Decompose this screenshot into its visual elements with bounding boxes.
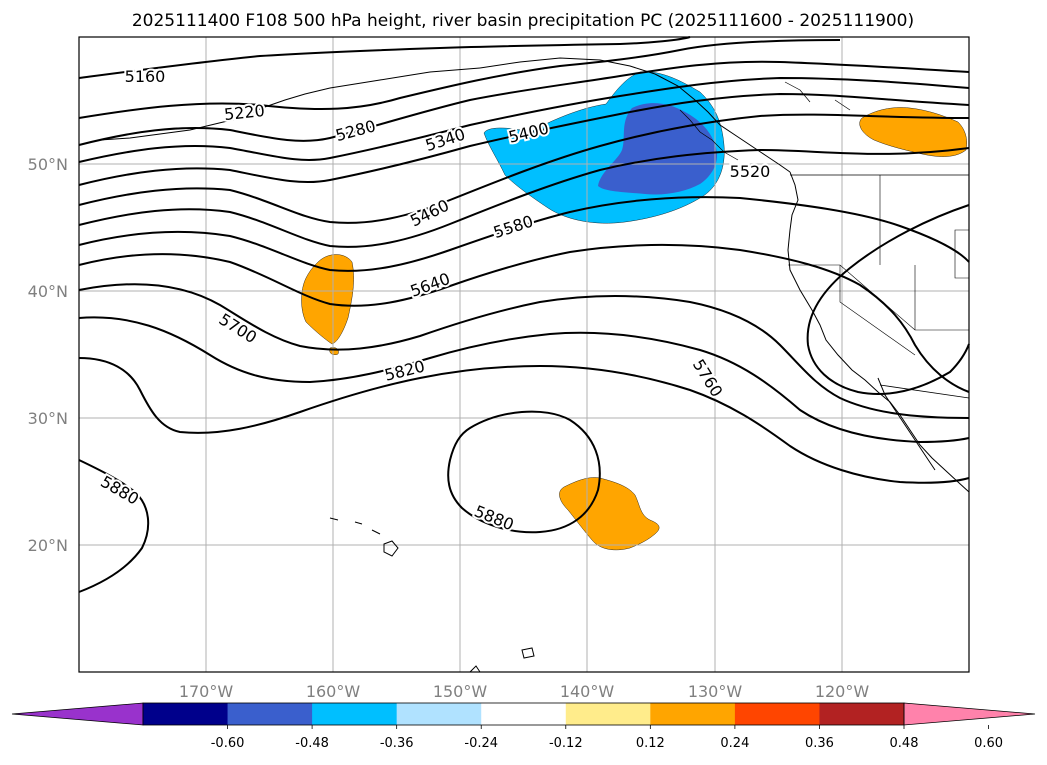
height-contours (78, 36, 970, 593)
lat-tick-40n: 40°N (28, 282, 68, 301)
contour-5460 (78, 113, 970, 224)
colorbar-box (312, 703, 398, 725)
colorbar-box (650, 703, 736, 725)
colorbar-box (227, 703, 313, 725)
lon-tick-170w: 170°W (179, 682, 234, 701)
colorbar-tick-label: 0.24 (720, 736, 749, 751)
contour-5640 (78, 243, 970, 393)
colorbar-tick-label: 0.12 (636, 736, 665, 751)
coast-islands (469, 647, 535, 673)
precip-positive-region-canada (859, 107, 967, 157)
colorbar-extend-low (11, 702, 144, 726)
colorbar-tick-label: -0.36 (380, 736, 414, 751)
map-panel: 5160 5220 5280 5340 5400 5460 5520 5580 … (78, 36, 970, 673)
contour-5160 (78, 36, 691, 79)
lat-tick-50n: 50°N (28, 155, 68, 174)
lon-tick-150w: 150°W (433, 682, 488, 701)
contour-5880-closed (447, 410, 601, 534)
contour-5520 (78, 147, 970, 248)
colorbar-box (481, 703, 567, 725)
coastlines (99, 57, 970, 673)
coast-north-america (787, 171, 970, 493)
contour-5880-west (78, 459, 150, 593)
colorbar-tick-label: -0.24 (464, 736, 498, 751)
colorbar-tick-label: -0.12 (549, 736, 583, 751)
colorbar-outline (142, 702, 905, 726)
coast-aleutians (99, 67, 481, 141)
contour-5820 (78, 357, 970, 484)
coast-baja (877, 377, 936, 471)
lon-tick-160w: 160°W (306, 682, 361, 701)
colorbar-box (734, 703, 820, 725)
coast-bc-inlets (679, 81, 851, 161)
colorbar-tick-label: -0.48 (295, 736, 329, 751)
contour-5700 (78, 283, 970, 419)
figure-title: 2025111400 F108 500 hPa height, river ba… (132, 11, 914, 31)
colorbar-box (565, 703, 651, 725)
lat-ticks: 50°N 40°N 30°N 20°N (28, 155, 68, 555)
coast-hawaii (329, 517, 399, 557)
colorbar-box (143, 703, 229, 725)
contour-5760 (78, 316, 970, 444)
contour-5400 (78, 92, 970, 186)
colorbar-tick-label: -0.60 (211, 736, 245, 751)
contour-label-5160: 5160 (125, 67, 166, 86)
precip-positive-region-subtropical (559, 477, 660, 551)
lon-tick-130w: 130°W (688, 682, 743, 701)
contour-label-5520: 5520 (730, 162, 771, 181)
contour-5580 (78, 196, 970, 272)
contour-5280 (78, 60, 970, 146)
lat-tick-30n: 30°N (28, 409, 68, 428)
colorbar-tick-label: 0.36 (805, 736, 834, 751)
precip-positive-region-north-pacific (301, 254, 354, 355)
colorbar-box (819, 703, 905, 725)
contour-5220 (78, 39, 841, 119)
colorbar-tick-label: 0.60 (974, 736, 1003, 751)
colorbar-box (396, 703, 482, 725)
contour-5880-east (806, 204, 970, 395)
map-frame (78, 36, 970, 673)
colorbar: -0.60 -0.48 -0.36 -0.24 -0.12 0.12 0.24 0.36 0.4… (11, 702, 1036, 751)
colorbar-tick-label: 0.48 (890, 736, 919, 751)
coast-alaska-south (479, 57, 791, 173)
lat-tick-20n: 20°N (28, 536, 68, 555)
lon-tick-120w: 120°W (815, 682, 870, 701)
colorbar-extend-high (903, 702, 1036, 726)
border-us-mexico (879, 384, 970, 399)
contour-5340 (78, 76, 970, 163)
lon-ticks: 170°W 160°W 150°W 140°W 130°W 120°W (179, 682, 870, 701)
lon-tick-140w: 140°W (560, 682, 615, 701)
